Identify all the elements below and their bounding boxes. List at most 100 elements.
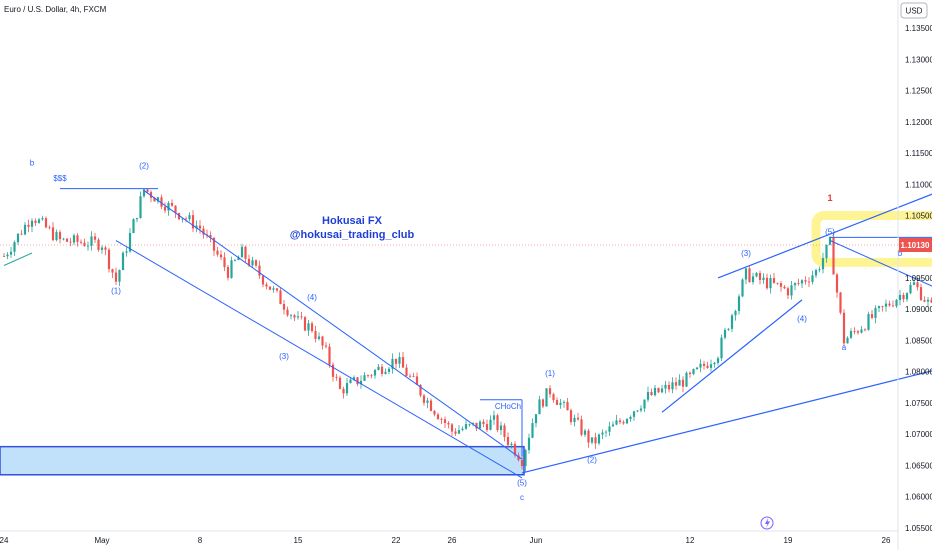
- candle-body: [632, 411, 636, 417]
- candle-body: [128, 232, 132, 252]
- candle-body: [254, 260, 258, 266]
- candle-body: [83, 242, 86, 246]
- brand-name: Hokusai FX: [322, 215, 383, 227]
- time-axis[interactable]: 24May8152226Jun121926Jul101724Aug714: [0, 536, 932, 545]
- wave-label: (2): [587, 455, 597, 464]
- candle-body: [335, 376, 338, 378]
- wave-label: (1): [111, 287, 121, 296]
- candle-body: [27, 224, 30, 227]
- candle-body: [524, 450, 527, 466]
- candle-body: [48, 227, 51, 229]
- candle-body: [674, 382, 678, 386]
- candle-body: [37, 219, 41, 223]
- candle-body: [678, 379, 681, 386]
- candle-body: [111, 269, 114, 273]
- candle-body: [660, 388, 664, 393]
- candle-body: [233, 259, 237, 261]
- candle-body: [321, 336, 324, 346]
- candle-body: [891, 305, 895, 307]
- candle-body: [244, 246, 247, 259]
- candle-body: [489, 419, 492, 430]
- y-tick-label: 1.09000: [905, 305, 932, 314]
- candle-body: [566, 401, 569, 411]
- candle-body: [289, 315, 293, 317]
- candle-body: [548, 388, 552, 395]
- candle-body: [44, 218, 48, 228]
- candle-body: [135, 217, 139, 220]
- candle-body: [51, 227, 55, 241]
- candle-body: [716, 358, 720, 363]
- candle-body: [317, 336, 321, 339]
- wave-label: a: [842, 343, 847, 352]
- candle-body: [118, 270, 121, 282]
- candle-body: [898, 294, 902, 300]
- candle-body: [926, 299, 930, 302]
- x-tick-label: 22: [392, 536, 401, 545]
- candle-body: [604, 431, 608, 433]
- candle-body: [398, 357, 401, 364]
- candle-body: [377, 366, 380, 370]
- candle-body: [296, 316, 300, 318]
- candle-body: [818, 269, 821, 271]
- candle-body: [541, 399, 545, 407]
- candle-body: [184, 218, 188, 220]
- start-line: [3, 252, 33, 266]
- currency-button[interactable]: [900, 2, 928, 19]
- candle-body: [41, 218, 44, 220]
- candle-body: [433, 410, 436, 415]
- candle-body: [814, 270, 818, 276]
- wave-label: (1): [545, 369, 555, 378]
- candle-body: [832, 237, 835, 275]
- channel-upper: [143, 190, 523, 460]
- candle-body: [713, 362, 716, 365]
- candle-body: [699, 363, 702, 368]
- candle-body: [594, 437, 597, 444]
- candle-body: [30, 220, 34, 227]
- candle-body: [468, 424, 471, 425]
- candle-body: [499, 425, 503, 431]
- candle-body: [163, 206, 167, 211]
- candle-body: [387, 368, 391, 372]
- candle-body: [160, 197, 163, 207]
- wave-label: (5): [825, 227, 835, 236]
- candle-body: [454, 431, 457, 434]
- candle-body: [800, 280, 804, 284]
- candle-body: [55, 232, 58, 241]
- candle-body: [286, 309, 289, 316]
- candle-body: [366, 375, 370, 377]
- candle-body: [496, 415, 499, 431]
- candle-body: [881, 306, 884, 307]
- candle-body: [909, 284, 912, 294]
- candle-body: [531, 423, 534, 438]
- channel-lower: [115, 240, 523, 479]
- candle-body: [209, 235, 212, 238]
- candle-body: [916, 282, 919, 288]
- candle-body: [261, 275, 265, 285]
- candle-body: [443, 419, 447, 424]
- candle-body: [874, 307, 877, 318]
- candle-body: [790, 285, 793, 296]
- candle-body: [597, 434, 601, 444]
- candle-body: [370, 375, 373, 377]
- candle-body: [492, 415, 496, 420]
- last-price-value: 1.10130: [901, 241, 930, 250]
- candle-body: [13, 242, 16, 252]
- candle-body: [100, 247, 104, 250]
- candle-body: [394, 358, 398, 364]
- candle-body: [170, 202, 174, 206]
- lightning-glyph: [765, 518, 770, 528]
- candle-body: [618, 420, 622, 423]
- y-tick-label: 1.08000: [905, 368, 932, 377]
- candle-body: [447, 423, 450, 425]
- candle-body: [625, 418, 629, 424]
- candle-body: [730, 315, 734, 329]
- candle-body: [328, 346, 331, 365]
- brand-handle: @hokusai_trading_club: [290, 229, 415, 241]
- candle-body: [650, 392, 653, 396]
- candle-body: [251, 260, 254, 266]
- candle-body: [839, 292, 842, 313]
- candle-body: [412, 376, 415, 377]
- candle-body: [867, 314, 870, 330]
- candle-body: [97, 239, 100, 250]
